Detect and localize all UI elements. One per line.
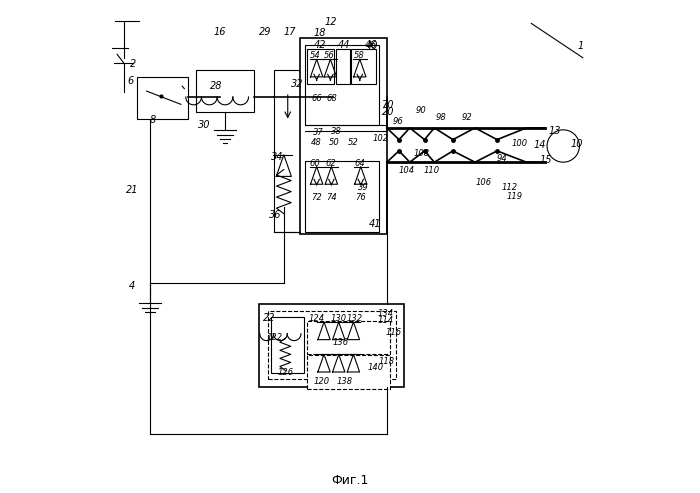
Text: 38: 38 (331, 127, 342, 136)
Text: 28: 28 (211, 81, 223, 91)
Text: 39: 39 (358, 183, 369, 192)
Text: 36: 36 (270, 210, 281, 220)
Text: 136: 136 (332, 338, 349, 347)
Text: 6: 6 (127, 76, 134, 86)
Text: 124: 124 (309, 314, 325, 322)
Text: 46: 46 (365, 39, 377, 49)
Text: 52: 52 (348, 138, 358, 147)
Text: 68: 68 (326, 94, 337, 103)
Text: 76: 76 (356, 193, 366, 202)
Text: 1: 1 (578, 40, 584, 50)
Text: 4: 4 (129, 281, 135, 291)
Bar (307, 355, 390, 388)
Text: 132: 132 (346, 314, 363, 322)
Bar (336, 49, 350, 84)
Text: 98: 98 (435, 113, 446, 122)
Text: 96: 96 (392, 117, 403, 126)
Bar (259, 304, 404, 387)
Text: 90: 90 (416, 106, 426, 115)
Bar (136, 77, 188, 119)
Text: 72: 72 (312, 193, 322, 202)
Text: 56: 56 (324, 51, 335, 60)
Text: 108: 108 (414, 149, 430, 158)
Text: 112: 112 (502, 183, 518, 192)
Text: 17: 17 (284, 27, 296, 37)
Bar (274, 70, 300, 232)
Text: 100: 100 (512, 139, 528, 148)
Text: 58: 58 (354, 51, 364, 60)
Text: 41: 41 (369, 219, 382, 229)
Text: 30: 30 (197, 120, 210, 130)
Text: 60: 60 (309, 159, 320, 168)
Text: 8: 8 (150, 115, 156, 125)
Bar (307, 321, 390, 354)
Text: 140: 140 (368, 362, 384, 372)
Text: 13: 13 (548, 126, 561, 136)
Text: 106: 106 (475, 178, 491, 187)
Text: 104: 104 (399, 166, 415, 175)
Bar (195, 70, 254, 112)
Text: 20: 20 (382, 106, 395, 117)
Text: Фиг.1: Фиг.1 (331, 474, 369, 487)
Text: 42: 42 (314, 39, 326, 49)
Text: 62: 62 (325, 159, 336, 168)
Bar (307, 49, 335, 84)
Text: 48: 48 (312, 138, 322, 147)
Text: 74: 74 (326, 193, 337, 202)
Text: 94: 94 (496, 154, 507, 163)
Text: 54: 54 (310, 51, 321, 60)
Text: 50: 50 (329, 138, 340, 147)
Circle shape (547, 130, 580, 162)
Text: 110: 110 (424, 166, 440, 175)
Text: 122: 122 (267, 333, 283, 342)
Text: 10: 10 (570, 139, 583, 148)
Text: 118: 118 (378, 357, 394, 366)
Text: 102: 102 (372, 134, 389, 143)
Text: 14: 14 (534, 140, 547, 150)
Bar (305, 44, 379, 125)
Text: 134: 134 (377, 309, 393, 317)
Text: 66: 66 (312, 94, 322, 103)
Text: 18: 18 (314, 28, 326, 38)
Text: 40: 40 (366, 41, 378, 51)
Text: 21: 21 (125, 185, 138, 195)
Text: 15: 15 (540, 155, 552, 165)
Text: 44: 44 (337, 39, 350, 49)
Bar (267, 311, 396, 379)
Text: 126: 126 (277, 368, 293, 377)
Text: 70: 70 (381, 100, 393, 110)
Text: 2: 2 (130, 59, 136, 69)
Bar (351, 49, 376, 84)
Text: 12: 12 (324, 17, 337, 27)
Text: 64: 64 (354, 159, 365, 168)
Text: 92: 92 (461, 113, 472, 122)
Text: 32: 32 (290, 79, 303, 89)
Text: 37: 37 (314, 128, 324, 137)
Text: 16: 16 (214, 27, 226, 37)
Text: 22: 22 (263, 313, 275, 323)
Bar (300, 38, 387, 234)
Text: 34: 34 (271, 152, 284, 162)
Text: 119: 119 (507, 192, 523, 201)
Text: 138: 138 (337, 377, 354, 387)
Text: 130: 130 (330, 314, 346, 322)
Text: 29: 29 (259, 27, 272, 37)
Text: 116: 116 (386, 328, 402, 337)
Bar (271, 317, 304, 373)
Bar (305, 161, 379, 232)
Text: 114: 114 (378, 316, 394, 325)
Text: 120: 120 (314, 377, 330, 387)
